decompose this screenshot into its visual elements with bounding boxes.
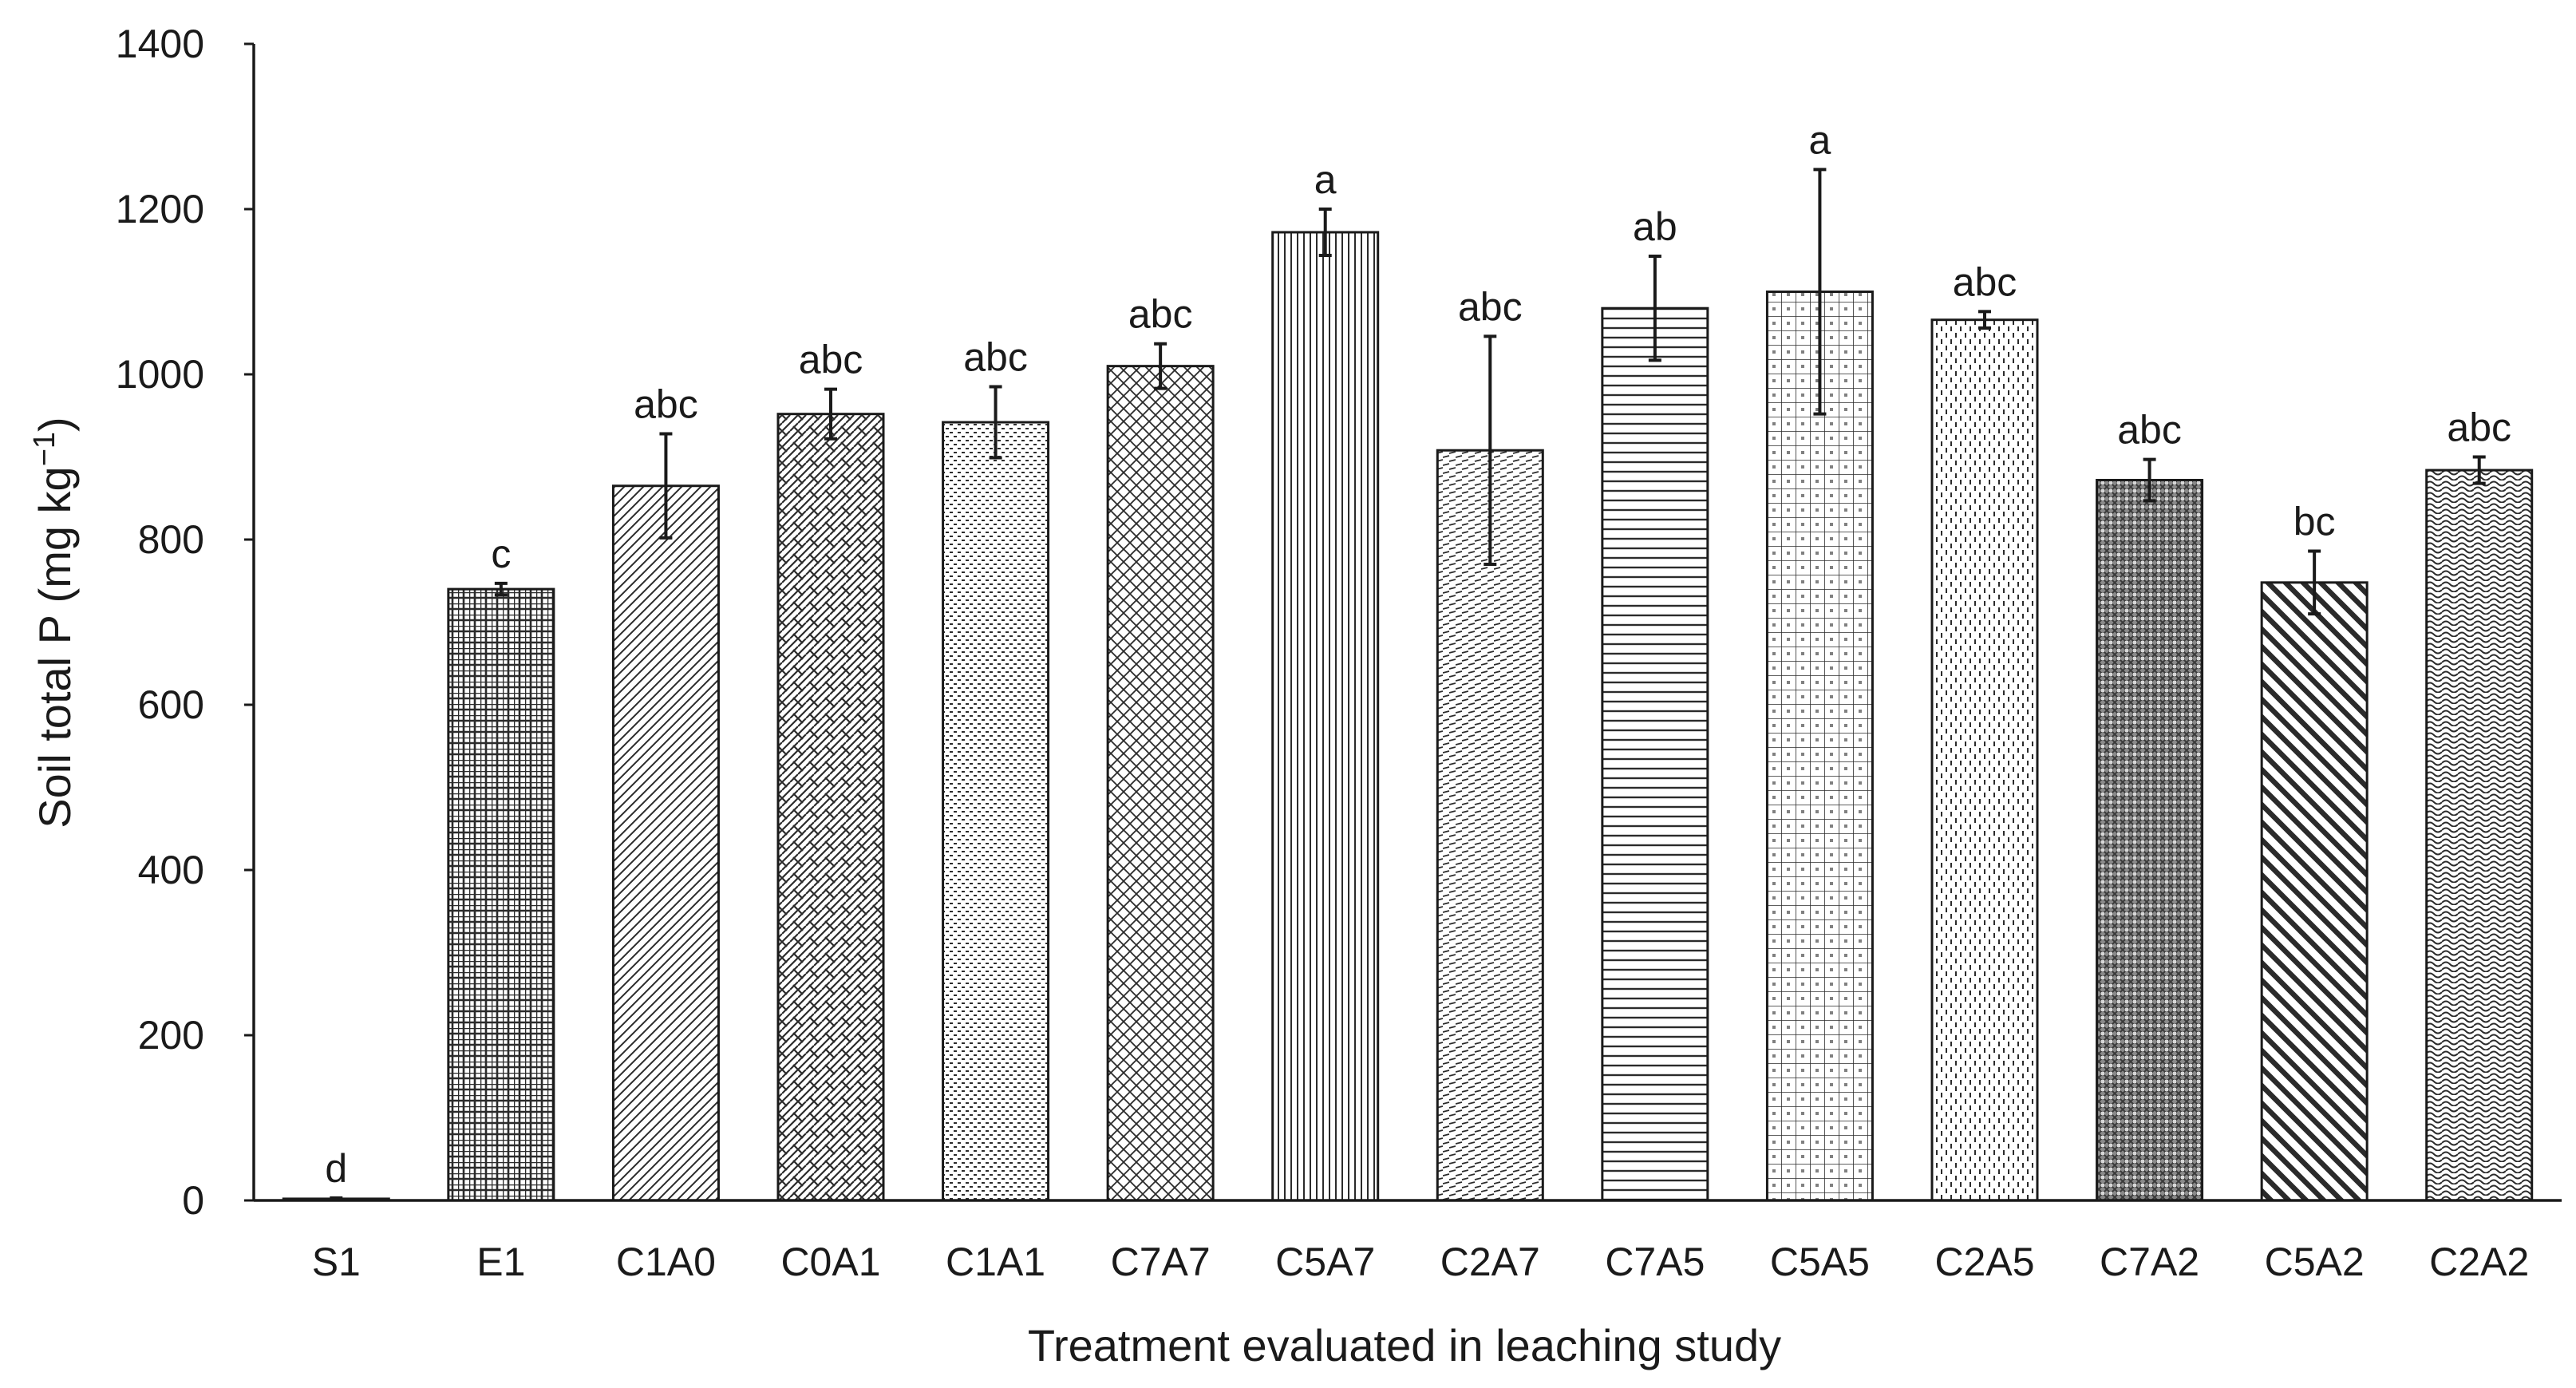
significance-label-e1: c (491, 532, 511, 576)
bar-c2a5 (1930, 318, 2039, 1202)
x-tick-label-c2a2: C2A2 (2429, 1240, 2529, 1284)
significance-label-c5a5: a (1809, 117, 1831, 162)
y-axis-title-superscript: −1 (28, 432, 61, 466)
x-tick-label-c1a0: C1A0 (616, 1240, 716, 1284)
x-tick-label-c7a7: C7A7 (1111, 1240, 1211, 1284)
x-tick-label-s1: S1 (312, 1240, 361, 1284)
bar-c5a2 (2260, 581, 2369, 1202)
error-bar-c2a5 (1978, 310, 1991, 330)
y-tick-label: 1200 (116, 187, 204, 231)
y-axis-title-main: Soil total P (mg kg (30, 466, 80, 828)
significance-label-c7a5: ab (1633, 204, 1677, 249)
axes-layer (244, 42, 2562, 1202)
error-bar-c5a5 (1813, 168, 1827, 416)
y-tick-label: 1400 (116, 22, 204, 66)
bar-e1 (447, 587, 555, 1202)
significance-label-c7a7: abc (1128, 292, 1193, 337)
x-tick-label-e1: E1 (476, 1240, 525, 1284)
y-tick-label: 400 (138, 848, 204, 892)
significance-label-s1: d (325, 1146, 347, 1191)
error-bar-c1a0 (659, 432, 673, 540)
error-bar-c1a1 (989, 385, 1002, 460)
error-bar-c0a1 (824, 387, 837, 441)
bar-c7a5 (1601, 306, 1709, 1202)
significance-label-c2a7: abc (1458, 284, 1523, 329)
y-tick-label: 600 (138, 682, 204, 727)
error-bar-c7a5 (1648, 254, 1661, 362)
significance-label-c2a2: abc (2447, 405, 2511, 450)
y-tick-label: 800 (138, 517, 204, 562)
error-bar-c5a7 (1318, 208, 1332, 257)
significance-label-c5a7: a (1314, 157, 1337, 202)
y-axis-title-end: ) (30, 417, 80, 432)
error-bar-c7a7 (1154, 342, 1167, 390)
labels-layer: dS1cE1abcC1A0abcC0A1abcC1A1abcC7A7aC5A7a… (116, 22, 2529, 1284)
x-tick-label-c5a2: C5A2 (2265, 1240, 2365, 1284)
error-bars-layer (330, 168, 2486, 1201)
significance-label-c0a1: abc (799, 338, 863, 382)
bar-c2a2 (2425, 469, 2534, 1202)
x-tick-label-c7a2: C7A2 (2100, 1240, 2199, 1284)
significance-label-c5a2: bc (2294, 499, 2336, 544)
bar-c5a5 (1765, 291, 1874, 1202)
error-bar-c7a2 (2143, 457, 2156, 503)
bar-c7a2 (2096, 478, 2204, 1202)
bar-c5a7 (1271, 231, 1380, 1202)
x-tick-label-c2a5: C2A5 (1934, 1240, 2034, 1284)
significance-label-c1a1: abc (963, 335, 1028, 380)
x-tick-label-c5a5: C5A5 (1770, 1240, 1870, 1284)
y-tick-label: 1000 (116, 352, 204, 397)
significance-label-c7a2: abc (2117, 408, 2182, 453)
y-tick-label: 200 (138, 1013, 204, 1058)
bar-c1a1 (942, 421, 1050, 1202)
bar-c1a0 (611, 484, 720, 1202)
x-tick-label-c1a1: C1A1 (946, 1240, 1045, 1284)
significance-label-c2a5: abc (1953, 259, 2017, 304)
bars-layer (282, 231, 2534, 1202)
bar-c2a7 (1436, 449, 1544, 1202)
x-tick-label-c5a7: C5A7 (1275, 1240, 1375, 1284)
y-axis-title: Soil total P (mg kg−1) (28, 417, 80, 828)
x-tick-label-c7a5: C7A5 (1605, 1240, 1705, 1284)
x-axis-title: Treatment evaluated in leaching study (1028, 1320, 1781, 1370)
error-bar-c5a2 (2308, 549, 2321, 616)
error-bar-c2a2 (2472, 455, 2486, 485)
x-tick-label-c0a1: C0A1 (780, 1240, 880, 1284)
y-tick-label: 0 (182, 1178, 204, 1223)
x-tick-label-c2a7: C2A7 (1440, 1240, 1540, 1284)
bar-c0a1 (776, 413, 885, 1202)
error-bar-c2a7 (1484, 334, 1497, 567)
error-bar-e1 (494, 581, 508, 597)
significance-label-c1a0: abc (634, 382, 698, 427)
bar-c7a7 (1106, 365, 1215, 1202)
